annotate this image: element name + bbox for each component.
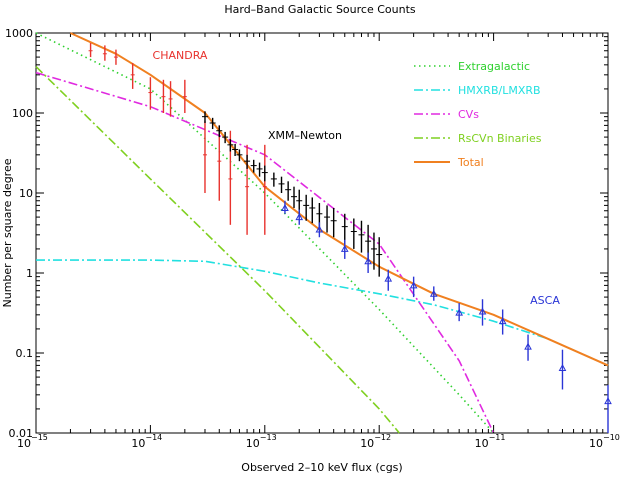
legend-label-rscvn-binaries: RsCVn Binaries (458, 132, 542, 145)
x-tick-label-base: 10 (360, 437, 374, 450)
x-tick-label: 10 −10 (589, 433, 620, 450)
data-point (455, 308, 464, 316)
x-tick-label-exponent: −12 (374, 433, 391, 442)
data-point (498, 317, 507, 325)
x-tick-label-exponent: −11 (489, 433, 506, 442)
series-line-rscvn-binaries (35, 66, 400, 434)
y-tick-label: 100 (12, 107, 33, 120)
data-point (295, 213, 304, 221)
points-xmm-newton (201, 111, 383, 277)
y-tick-label: 1 (26, 267, 33, 280)
data-point (604, 397, 612, 405)
series-line-hmxrb-lmxrb (36, 259, 609, 367)
data-point (524, 342, 532, 350)
x-tick-label: 10 −13 (246, 433, 277, 450)
x-tick-label-exponent: −15 (31, 433, 48, 442)
axis-ticks (35, 32, 609, 434)
data-points (88, 42, 612, 433)
chart-title: Hard–Band Galactic Source Counts (224, 3, 416, 16)
y-tick-label: 0.1 (16, 347, 34, 360)
axis-tick-labels: 10 −15 10 −14 10 −13 10 −12 10 −11 10 −100.010.1110… (5, 27, 620, 450)
annotation-asca: ASCA (530, 294, 560, 307)
data-point (364, 257, 372, 265)
x-tick-label-exponent: −13 (260, 433, 277, 442)
x-tick-label: 10 −12 (360, 433, 391, 450)
data-point (409, 281, 418, 289)
data-point (478, 307, 487, 315)
y-tick-label: 10 (19, 187, 33, 200)
x-tick-label-base: 10 (131, 437, 145, 450)
data-point (281, 203, 289, 211)
x-tick-label-base: 10 (246, 437, 260, 450)
data-point (429, 289, 438, 297)
x-tick-label-base: 10 (589, 437, 603, 450)
x-tick-label-exponent: −14 (145, 433, 162, 442)
x-tick-label-exponent: −10 (603, 433, 620, 442)
points-chandra (88, 42, 267, 235)
x-tick-label-base: 10 (17, 437, 31, 450)
x-tick-label: 10 −14 (131, 433, 162, 450)
annotation-chandra: CHANDRA (153, 49, 208, 62)
y-tick-label: 0.01 (9, 427, 34, 440)
x-tick-label: 10 −15 (17, 433, 48, 450)
x-axis-label: Observed 2–10 keV flux (cgs) (241, 461, 402, 474)
legend: Extragalactic HMXRB/LMXRB CVs RsCVn Binarie… (414, 60, 542, 169)
points-asca (281, 200, 612, 433)
legend-label-hmxrb-lmxrb: HMXRB/LMXRB (458, 84, 541, 97)
series-line-extragalactic (35, 32, 495, 434)
x-tick-label-base: 10 (475, 437, 489, 450)
y-tick-label: 1000 (5, 27, 33, 40)
plot-frame (35, 32, 609, 434)
data-point (315, 225, 324, 233)
y-axis-label: Number per square degree (1, 158, 14, 307)
series-line-cvs (35, 71, 495, 434)
legend-label-extragalactic: Extragalactic (458, 60, 530, 73)
data-point (384, 274, 393, 282)
data-point (558, 363, 567, 371)
data-point (340, 244, 349, 252)
legend-label-total: Total (457, 156, 484, 169)
annotations: CHANDRA XMM–Newton ASCA (153, 49, 561, 307)
x-tick-label: 10 −11 (475, 433, 506, 450)
annotation-xmm-newton: XMM–Newton (268, 129, 342, 142)
legend-label-cvs: CVs (458, 108, 479, 121)
